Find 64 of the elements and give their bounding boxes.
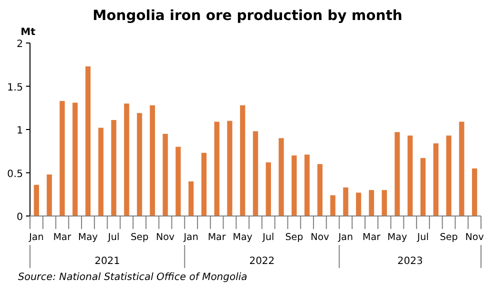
bar [60, 100, 65, 216]
x-tick-label: May [78, 232, 98, 243]
y-tick-label: 1 [16, 126, 23, 136]
x-tick-label: Mar [362, 232, 381, 243]
bar [292, 155, 297, 216]
bar [34, 184, 40, 216]
bar [252, 131, 258, 216]
x-tick-label: Jul [107, 232, 120, 243]
y-tick-label: 0.5 [7, 168, 23, 180]
bar [176, 146, 181, 216]
y-axis-title: Mt [20, 27, 36, 38]
x-tick-label: Nov [465, 232, 484, 243]
bar [408, 136, 413, 216]
bar [46, 174, 52, 216]
bar [356, 192, 362, 216]
x-tick-label: Nov [310, 232, 330, 243]
bar [472, 168, 478, 216]
y-tick-label: 0 [16, 212, 23, 223]
bar [124, 104, 130, 216]
x-tick-label: Sep [130, 232, 148, 243]
bar [111, 120, 116, 216]
x-tick-label: Jul [262, 232, 274, 243]
bar [304, 154, 310, 216]
bar [368, 190, 374, 216]
x-tick-label: Mar [53, 232, 72, 243]
bar [150, 105, 155, 216]
text: 2022 [249, 256, 275, 267]
bar [227, 120, 232, 216]
bar [98, 128, 104, 216]
bar [446, 136, 452, 216]
x-tick-label: Sep [440, 232, 458, 243]
bar [188, 181, 194, 216]
bar [162, 134, 168, 216]
bar [433, 143, 438, 216]
bar [394, 132, 400, 216]
x-tick-label: Jan [182, 232, 198, 243]
chart-title: Mongolia iron ore production by month [92, 8, 402, 24]
x-tick-label: Jan [337, 232, 354, 243]
x-tick-label: Jan [28, 232, 44, 243]
text: 2023 [397, 256, 423, 267]
bar [240, 105, 246, 216]
x-tick-label: Jul [416, 232, 429, 243]
bar [382, 190, 387, 216]
source-note: Source: National Statistical Office of Mongolia [18, 272, 248, 283]
bar [278, 138, 284, 216]
x-tick-label: Mar [208, 232, 226, 243]
bar [136, 113, 142, 216]
y-tick-label: 1.5 [7, 82, 23, 94]
text: 2021 [94, 256, 120, 267]
bar [85, 66, 91, 216]
x-tick-label: May [387, 232, 408, 243]
y-tick-label: 2 [16, 39, 23, 50]
bar [343, 187, 348, 216]
x-tick-label: Nov [156, 232, 175, 243]
x-tick-label: May [232, 232, 253, 243]
bar [330, 195, 336, 216]
bar [72, 102, 78, 216]
bar [214, 122, 220, 216]
bar [459, 122, 464, 216]
bar [201, 152, 207, 216]
bar [266, 162, 271, 216]
bar [420, 158, 426, 216]
bar [317, 164, 323, 216]
x-tick-label: Sep [285, 232, 304, 243]
